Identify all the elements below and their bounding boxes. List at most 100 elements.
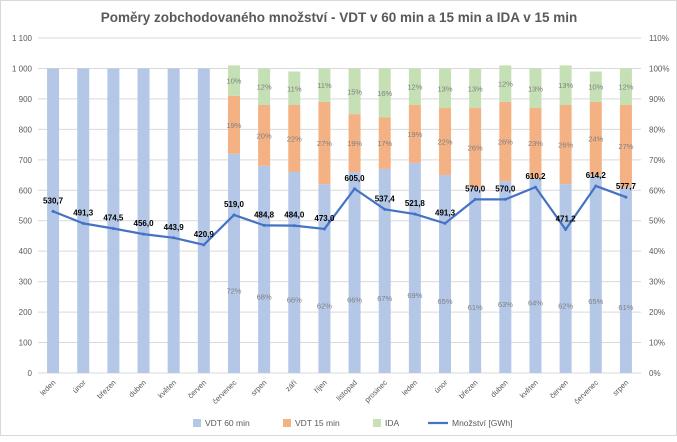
line-point [383,207,387,211]
legend-label: VDT 60 min [205,418,250,428]
bar-label: 12% [618,83,633,92]
bar-vdt-15-min [439,108,452,176]
left-tick-label: 700 [19,156,33,165]
bar-label: 62% [317,302,332,311]
bar-vdt-15-min [408,105,421,163]
line-point [202,243,206,247]
bar-vdt-60-min [258,165,271,373]
bar-vdt-60-min [619,187,632,373]
legend-swatch [373,419,381,427]
line-data-label: 521,8 [405,199,426,208]
line-data-label: 537,4 [375,194,396,203]
bar-label: 62% [558,302,573,311]
bar-ida [288,71,301,105]
bar-label: 19% [407,130,422,139]
bar-ida [559,65,572,105]
line-point [292,224,296,228]
line-point [322,227,326,231]
line-point [111,226,115,230]
x-tick-label: červenec [572,378,600,406]
bar-label: 61% [468,303,483,312]
bar-ida [318,68,331,102]
bar-label: 64% [528,299,543,308]
chart-title: Poměry zobchodovaného množství - VDT v 6… [101,10,578,25]
line-data-label: 484,8 [254,210,275,219]
bar-ida [378,68,391,118]
x-tick-label: duben [489,378,510,399]
line-data-label: 443,9 [164,223,185,232]
right-tick-label: 50% [649,217,665,226]
bar-ida [499,65,512,102]
bar-label: 10% [226,77,241,86]
left-tick-label: 800 [19,125,33,134]
bar-label: 20% [257,131,272,140]
bar-vdt-60-min [499,181,512,373]
bar-label: 63% [498,300,513,309]
right-tick-label: 0% [649,369,661,378]
bar-label: 69% [407,291,422,300]
x-tick-label: leden [38,378,57,397]
left-tick-label: 100 [19,339,33,348]
bar-ida [258,68,271,105]
bar-label: 12% [257,83,272,92]
line-point [533,185,537,189]
line-point [503,197,507,201]
left-tick-label: 200 [19,308,33,317]
x-tick-label: červen [548,378,570,400]
bar-vdt-60-min [559,184,572,373]
bar-label: 68% [257,292,272,301]
bar-ida [619,68,632,105]
line-point [353,187,357,191]
bar-vdt-60-min [439,175,452,373]
bar-label: 12% [498,80,513,89]
line-data-label: 610,2 [525,172,546,181]
x-tick-label: září [283,377,299,393]
bar-label: 17% [377,139,392,148]
bar-vdt-60-min [137,68,150,374]
right-tick-label: 100% [649,64,669,73]
bar-label: 66% [347,296,362,305]
left-tick-label: 500 [19,217,33,226]
bar-label: 65% [438,297,453,306]
bar-vdt-15-min [469,108,482,188]
right-tick-label: 90% [649,95,665,104]
bar-label: 27% [317,139,332,148]
bar-label: 72% [226,286,241,295]
right-tick-label: 40% [649,247,665,256]
bar-label: 13% [438,84,453,93]
bar-label: 66% [287,296,302,305]
bar-vdt-15-min [258,105,271,166]
bar-label: 67% [377,294,392,303]
bar-vdt-15-min [378,117,391,169]
bar-vdt-15-min [348,114,361,172]
bar-ida [227,65,240,96]
line-data-label: 491,3 [73,208,94,217]
bar-vdt-60-min [469,187,482,373]
left-tick-label: 1 100 [12,34,33,43]
bar-vdt-15-min [499,101,512,182]
x-tick-label: srpen [611,378,631,398]
bar-label: 11% [287,84,302,93]
right-tick-label: 10% [649,339,665,348]
legend-swatch [193,419,201,427]
x-tick-label: květen [156,378,178,400]
bar-vdt-60-min [107,68,120,374]
bar-vdt-60-min [167,68,180,374]
bar-ida [589,71,602,102]
right-tick-label: 80% [649,125,665,134]
x-tick-label: duben [127,378,148,399]
x-tick-label: červenec [211,378,239,406]
bar-vdt-60-min [378,168,391,373]
x-tick-label: říjen [312,378,329,395]
right-tick-label: 70% [649,156,665,165]
bar-vdt-60-min [227,153,240,373]
line-data-label: 570,0 [495,184,516,193]
line-point [51,209,55,213]
x-tick-label: květen [518,378,540,400]
line-data-label: 473,0 [314,214,335,223]
x-tick-label: březen [95,378,118,401]
bar-vdt-60-min [288,172,301,373]
bar-ida [408,68,421,105]
line-point [172,236,176,240]
